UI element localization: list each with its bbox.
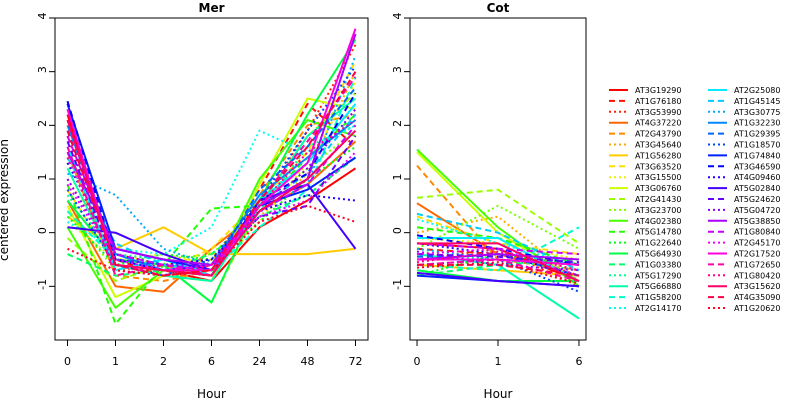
y-tick-label: 1 [36,174,49,181]
legend-label: AT3G15620 [734,282,780,291]
legend-label: AT1G56280 [635,151,681,160]
legend-label: AT5G02840 [734,184,780,193]
x-tick-label: 0 [414,355,421,368]
series-line-at5g14780 [66,113,357,325]
y-tick-label: 0 [391,227,404,234]
legend-label: AT3G19290 [635,86,681,95]
y-axis-label: centered expression [0,139,11,261]
series-group [416,148,580,320]
legend-label: AT1G72650 [734,260,780,269]
series-line-at3g15620 [417,242,580,282]
y-tick-label: 2 [36,120,49,127]
y-tick-label: 2 [391,120,404,127]
series-line-at1g20620 [416,261,580,285]
legend-label: AT3G06760 [635,184,681,193]
legend-label: AT4G02380 [635,217,681,226]
legend-label: AT1G29395 [734,130,780,139]
legend-label: AT2G45170 [734,239,780,248]
series-line-at3g23700 [416,204,580,250]
x-tick-label: 6 [575,355,582,368]
panel-title: Mer [199,1,225,15]
x-tick-label: 1 [112,355,119,368]
series-line-at3g63520 [66,60,357,272]
legend-label: AT3G46590 [734,162,780,171]
series-line-at1g80420 [416,250,580,272]
series-line-at2g45170 [66,151,357,272]
series-line-at5g24620 [416,253,580,264]
legend-label: AT4G35090 [734,293,780,302]
series-line-at2g25080 [417,237,580,282]
series-line-at1g58200 [416,226,580,272]
x-tick-label: 24 [252,355,266,368]
series-line-at4g35090 [66,71,357,277]
series-line-at1g03380 [67,156,357,277]
legend-label: AT2G25080 [734,86,780,95]
x-axis-label: Hour [484,387,513,400]
x-tick-label: 2 [160,355,167,368]
series-line-at4g09460 [66,162,356,266]
series-line-at5g38850 [416,253,580,261]
series-line-at2g41430 [416,188,580,245]
legend-label: AT3G63520 [635,162,681,171]
panel-title: Cot [487,1,510,15]
y-tick-label: 4 [391,13,404,20]
legend-label: AT1G32230 [734,119,780,128]
plot-frame [54,17,369,341]
panel-cot: -1 0 1 2 3 4 0 1 6 Cot Hour [391,1,587,401]
y-tick-label: 0 [36,227,49,234]
legend-label: AT1G03380 [635,260,681,269]
plots-layer: -1 0 1 2 3 4 0 1 2 6 24 48 72 Mer Hour -1 0 1 2 3 4 0 1 6 Cot Hou… [36,1,587,401]
y-tick-label: 1 [391,174,404,181]
legend-label: AT3G23700 [635,206,681,215]
series-line-at4g35090 [417,263,580,277]
legend-label: AT5G66880 [635,282,681,291]
legend-label: AT2G43790 [635,130,681,139]
y-tick-label: 3 [391,66,404,73]
x-tick-label: 72 [348,355,362,368]
x-tick-label: 1 [495,355,502,368]
legend-label: AT1G45145 [734,97,780,106]
legend-label: AT3G30775 [734,108,780,117]
legend-label: AT3G53990 [635,108,681,117]
legend-label: AT5G38850 [734,217,780,226]
x-tick-label: 6 [208,355,215,368]
legend-label: AT2G41430 [635,195,681,204]
legend-label: AT5G17290 [635,271,681,280]
y-tick-label: 3 [36,66,49,73]
series-line-at5g02840 [416,271,580,288]
legend-label: AT1G74840 [734,151,780,160]
legend-label: AT5G64930 [635,250,681,259]
legend-label: AT1G80840 [734,228,780,237]
legend-label: AT5G04720 [734,206,780,215]
legend-label: AT2G17520 [734,250,780,259]
x-tick-label: 0 [64,355,71,368]
y-tick-label: 4 [36,13,49,20]
legend-label: AT5G14780 [635,228,681,237]
legend-label: AT1G18570 [734,141,780,150]
panel-mer: -1 0 1 2 3 4 0 1 2 6 24 48 72 Mer Hour [36,1,369,401]
series-group [66,28,357,325]
legend-label: AT1G20620 [734,304,780,313]
legend-label: AT4G37220 [635,119,681,128]
x-tick-label: 48 [300,355,314,368]
y-tick-label: -1 [391,279,404,290]
legend-label: AT3G45640 [635,141,681,150]
series-line-at1g72650 [416,258,580,282]
legend-label: AT2G14170 [635,304,681,313]
series-line-at2g45170 [416,247,580,277]
legend-label: AT1G22640 [635,239,681,248]
legend-label: AT1G58200 [635,293,681,302]
plot-frame [409,17,587,341]
legend-label: AT1G80420 [734,271,780,280]
y-tick-label: -1 [36,279,49,290]
legend-label: AT3G15500 [635,173,681,182]
legend-label: AT4G09460 [734,173,780,182]
legend-label: AT5G24620 [734,195,780,204]
x-axis-label: Hour [197,387,226,400]
legend-label: AT1G76180 [635,97,681,106]
legend: AT3G19290 AT1G76180 AT3G53990 AT4G37220 AT2G… [609,86,780,313]
series-line-at1g76180 [66,102,357,277]
